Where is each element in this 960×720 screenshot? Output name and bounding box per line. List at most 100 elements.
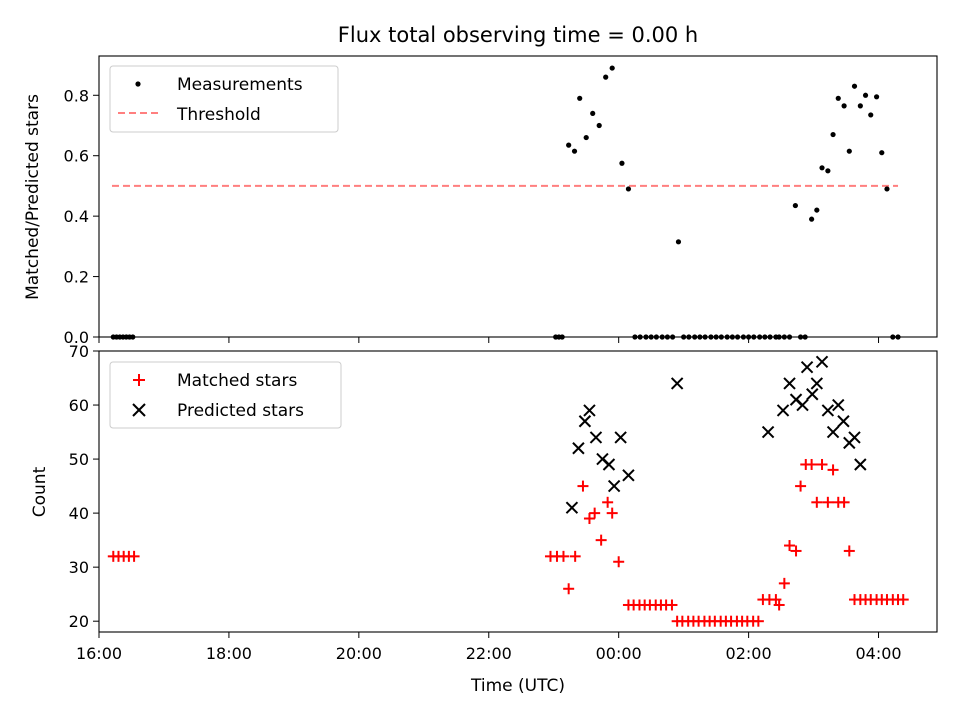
y-tick-label: 20 [69,612,89,631]
measurement-point [809,216,815,222]
legend-threshold-label: Threshold [176,105,261,125]
predicted-stars-point [783,377,796,390]
predicted-stars-point [670,377,684,390]
measurement-point [841,103,847,109]
top-legend-box [109,65,339,133]
matched-stars-point [790,545,802,557]
measurement-point [571,148,578,154]
measurement-point [566,142,572,148]
x-tick-label: 00:00 [596,644,642,663]
legend-predicted-marker [132,403,146,417]
top-legend: Measurements Threshold [109,65,339,133]
legend-predicted-label: Predicted stars [177,401,304,421]
predicted-stars-point [583,404,596,417]
top-y-ticks: 0.0 0.2 0.4 0.6 0.8 [64,86,99,347]
predicted-stars-point [761,425,775,439]
matched-stars-point [557,550,569,562]
bottom-plot-area: 20 30 40 50 60 70 16:00 18:00 20:00 22:00 00:00 02… [69,342,938,663]
measurement-point [603,74,609,80]
measurement-point [879,150,885,156]
measurement-point [814,207,820,213]
matched-stars-point [838,496,850,508]
matched-stars-point [589,507,601,519]
predicted-stars-point [826,425,840,439]
bottom-legend-box [109,361,342,429]
measurement-point [675,239,682,245]
matched-stars-point [563,583,575,595]
measurement-point [862,92,869,98]
measurement-point [846,148,852,154]
measurement-point [577,95,583,101]
predicted-stars-point [800,361,814,374]
matched-stars-point [778,577,790,589]
bottom-marks [107,355,909,627]
predicted-stars-point [810,377,824,390]
top-y-axis-label: Matched/Predicted stars [23,94,43,300]
measurement-point [792,202,798,209]
y-tick-label: 70 [69,342,89,361]
y-tick-label: 60 [69,396,89,415]
top-axes-frame [98,55,938,338]
y-tick-label: 50 [69,450,89,469]
measurement-point [884,186,890,192]
x-tick-label: 16:00 [76,644,122,663]
bottom-y-axis-label: Count [30,466,50,517]
x-tick-label: 22:00 [466,644,512,663]
measurement-point [590,110,596,117]
y-tick-label: 0.4 [64,207,89,226]
legend-matched-marker [133,374,145,386]
matched-stars-point [816,458,828,470]
matched-stars-point [577,480,589,492]
y-tick-label: 30 [69,558,89,577]
measurement-point [825,168,831,174]
matched-stars-point [613,556,625,568]
y-tick-label: 0.6 [64,147,89,166]
matched-stars-point [773,599,785,611]
y-tick-label: 0.2 [64,268,89,287]
measurement-point [596,122,602,129]
matched-stars-point [128,550,140,562]
measurement-point [819,165,825,171]
predicted-stars-point [832,398,845,412]
y-tick-label: 40 [69,504,89,523]
predicted-stars-point [572,442,585,455]
matched-stars-point [897,594,909,606]
measurement-point [625,186,632,192]
predicted-stars-point [578,415,592,428]
legend-measurements-marker [135,81,141,87]
predicted-stars-point [806,388,819,401]
predicted-stars-point [837,415,850,428]
measurement-point [868,112,874,118]
chart-title: Flux total observing time = 0.00 h [338,23,698,47]
matched-stars-point [752,615,764,627]
measurement-point [851,83,858,89]
predicted-stars-point [821,404,835,417]
bottom-legend: Matched stars Predicted stars [109,361,342,429]
matched-stars-point [784,540,796,552]
measurement-point [619,160,625,166]
bottom-axes-frame [98,350,938,633]
y-tick-label: 0.8 [64,86,89,105]
predicted-stars-point [614,431,627,444]
measurement-point [830,131,836,138]
bottom-x-ticks: 16:00 18:00 20:00 22:00 00:00 02:00 04:00 [76,632,902,663]
matched-stars-point [811,496,823,508]
matched-stars-point [666,599,678,611]
predicted-stars-point [565,501,579,514]
x-axis-label: Time (UTC) [470,676,565,696]
predicted-stars-point [854,458,867,471]
top-plot-area: 0.0 0.2 0.4 0.6 0.8 [64,55,938,347]
predicted-stars-point [602,458,616,471]
legend-matched-label: Matched stars [177,371,297,391]
matched-stars-point [595,534,607,546]
x-tick-label: 02:00 [726,644,772,663]
matched-stars-point [806,458,818,470]
predicted-stars-point [589,431,603,444]
bottom-y-ticks: 20 30 40 50 60 70 [69,342,99,631]
x-tick-label: 04:00 [855,644,901,663]
matched-stars-point [602,496,614,508]
predicted-stars-point [776,404,790,417]
matched-stars-point [795,480,807,492]
y-tick-label: 0.0 [64,328,89,347]
